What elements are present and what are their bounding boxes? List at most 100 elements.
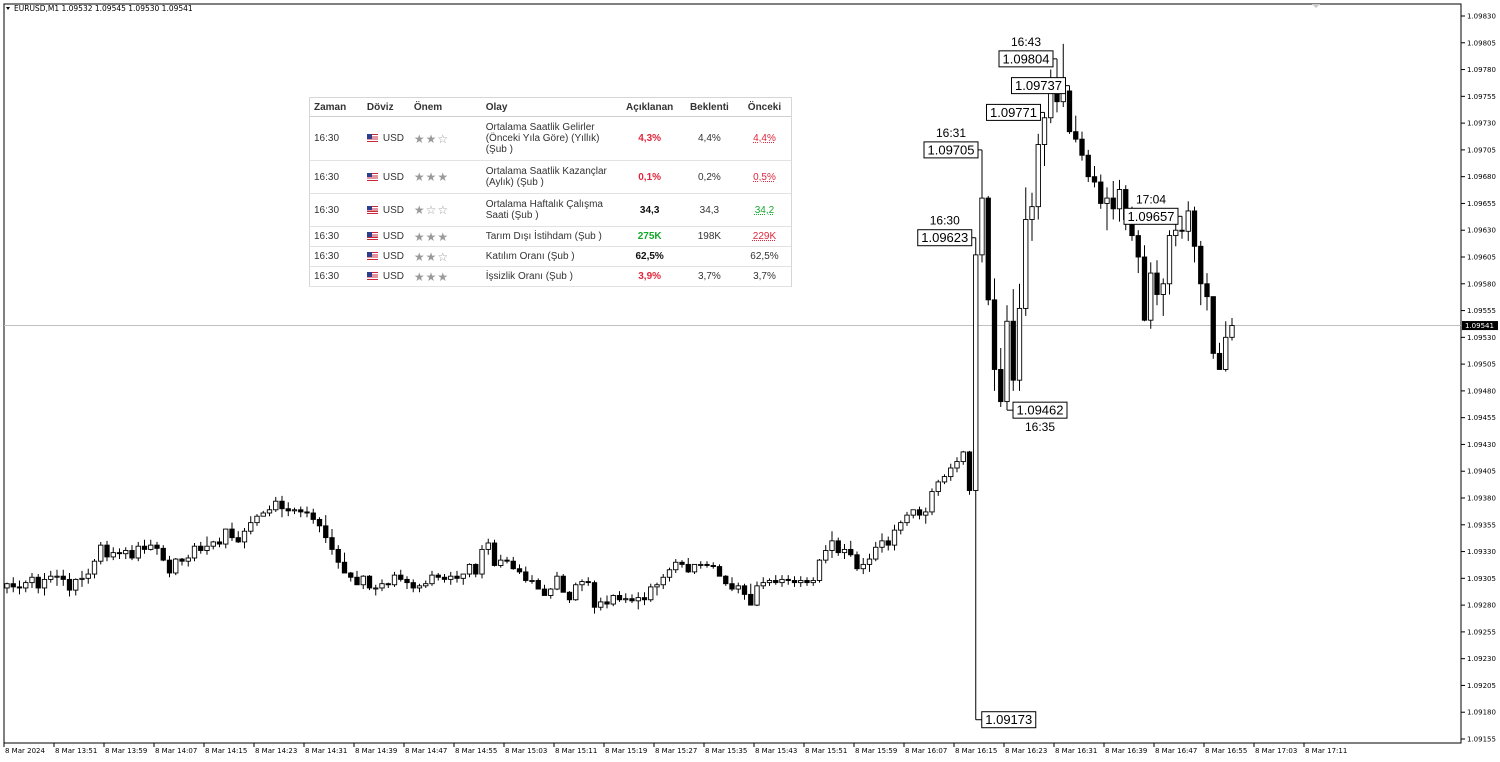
row-event[interactable]: Ortalama Saatlik Gelirler (Önceki Yıla G… <box>477 116 619 161</box>
candle <box>410 579 416 593</box>
candle <box>129 545 135 561</box>
candle-body-bull <box>1104 197 1110 204</box>
candle <box>173 557 179 576</box>
candle <box>635 592 641 610</box>
candle-body-bull <box>904 514 910 524</box>
candle-body-bull <box>135 545 141 559</box>
time-tick-label: 8 Mar 14:07 <box>155 747 197 755</box>
header-time[interactable]: Zaman <box>310 98 363 117</box>
symbol-dropdown-icon[interactable] <box>6 7 10 10</box>
candle <box>1148 262 1154 329</box>
candle <box>785 575 791 585</box>
time-tick-label: 8 Mar 16:47 <box>1155 747 1197 755</box>
candle-body-bear <box>298 509 304 513</box>
candle <box>379 579 385 592</box>
calendar-row[interactable]: 16:30 USD ★★☆ Katılım Oranı (Şub ) 62,5% 62,5… <box>310 246 791 267</box>
candle <box>354 570 360 586</box>
time-tick-label: 8 Mar 14:23 <box>255 747 297 755</box>
calendar-row[interactable]: 16:30 USD ★☆☆ Ortalama Haftalık Çalışma Saa… <box>310 193 791 227</box>
us-flag-icon <box>366 252 378 261</box>
candle <box>1191 206 1198 263</box>
calendar-row[interactable]: 16:30 USD ★★★ İşsizlik Oranı (Şub ) 3,9% 3,7%… <box>310 266 791 287</box>
shift-marker-icon[interactable] <box>1312 4 1320 8</box>
candle <box>723 575 729 586</box>
row-event[interactable]: Ortalama Haftalık Çalışma Saati (Şub ) <box>477 193 619 227</box>
annotation-box <box>1011 77 1066 95</box>
candle-body-bear <box>1210 296 1216 354</box>
candle <box>335 545 341 569</box>
row-event[interactable]: Ortalama Saatlik Kazançlar (Aylık) (Şub … <box>477 160 619 194</box>
candle <box>73 578 79 596</box>
annotation-box <box>986 103 1041 121</box>
candle-body-bear <box>1141 256 1148 321</box>
price-tick-label: 1.09305 <box>1467 575 1496 583</box>
candle-body-bull <box>1223 336 1229 370</box>
candle-body-bear <box>60 575 66 580</box>
price-annotation: 1.09705 16:31 <box>923 126 982 159</box>
candle <box>1223 321 1229 372</box>
importance-stars-icon: ★★★ <box>413 170 450 184</box>
header-importance[interactable]: Önem <box>409 98 478 117</box>
price-annotation: 1.09737 <box>1011 77 1070 95</box>
row-event[interactable]: İşsizlik Oranı (Şub ) <box>477 266 619 287</box>
candle <box>816 559 823 583</box>
candle-body-bear <box>591 582 598 608</box>
header-actual[interactable]: Açıklanan <box>618 98 681 117</box>
candle-body-bear <box>473 563 479 575</box>
candle-body-bear <box>1135 235 1141 258</box>
price-tick-label: 1.09630 <box>1467 227 1496 235</box>
annotation-time-label: 17:04 <box>1136 192 1166 206</box>
time-tick-label: 8 Mar 15:19 <box>605 747 647 755</box>
candle <box>729 577 735 592</box>
calendar-row[interactable]: 16:30 USD ★★★ Tarım Dışı İstihdam (Şub ) 275… <box>310 226 791 247</box>
candle <box>35 574 41 594</box>
header-forecast[interactable]: Beklenti <box>680 98 738 117</box>
candle <box>341 552 348 574</box>
candle-body-bear <box>116 552 123 555</box>
candle <box>841 544 848 560</box>
importance-stars-icon: ★★★ <box>413 229 450 244</box>
row-event[interactable]: Tarım Dışı İstihdam (Şub ) <box>477 226 619 247</box>
time-tick-label: 8 Mar 15:03 <box>505 747 547 755</box>
candle-body-bear <box>1085 154 1091 178</box>
calendar-row[interactable]: 16:30 USD ★★★ Ortalama Saatlik Kazançlar (A… <box>310 160 791 194</box>
price-tick-label: 1.09330 <box>1467 548 1496 556</box>
row-event[interactable]: Katılım Oranı (Şub ) <box>477 246 619 267</box>
candle-body-bull <box>623 598 629 601</box>
candle-body-bear <box>748 593 754 606</box>
candle-body-bull <box>766 580 773 584</box>
candle <box>604 595 610 609</box>
row-importance: ★★☆ <box>409 116 478 161</box>
candle <box>1154 260 1160 306</box>
candle-body-bull <box>1035 144 1041 208</box>
annotation-time-label: 16:43 <box>1011 35 1041 49</box>
time-tick-label: 8 Mar 14:47 <box>405 747 447 755</box>
header-previous[interactable]: Önceki <box>737 98 791 117</box>
candle-body-bull <box>973 254 979 491</box>
candle <box>198 541 204 554</box>
row-actual-value: 0,1% <box>638 171 662 183</box>
row-currency-label: USD <box>382 204 405 216</box>
candle-body-bear <box>366 575 373 589</box>
candle <box>54 569 60 586</box>
time-tick-label: 8 Mar 14:39 <box>355 747 397 755</box>
candle-body-bull <box>1166 235 1173 285</box>
row-currency-label: USD <box>382 251 405 262</box>
row-currency: USD <box>362 266 410 287</box>
price-tick-label: 1.09655 <box>1467 200 1496 208</box>
row-time: 16:30 <box>310 116 363 161</box>
candle-body-bear <box>1154 272 1160 295</box>
candle-body-bull <box>185 557 191 562</box>
price-tick-label: 1.09805 <box>1467 39 1496 47</box>
header-currency[interactable]: Döviz <box>362 98 410 117</box>
current-price-label: 1.09541 <box>1465 322 1494 330</box>
candle-body-bear <box>323 525 329 539</box>
candle-body-bear <box>616 595 623 601</box>
calendar-row[interactable]: 16:30 USD ★★☆ Ortalama Saatlik Gelirler (Ön… <box>310 116 791 161</box>
candle <box>754 581 760 607</box>
candle-body-bear <box>716 566 723 577</box>
candle-body-bear <box>729 583 735 590</box>
row-forecast: 4,4% <box>680 116 738 161</box>
header-event[interactable]: Olay <box>477 98 619 117</box>
